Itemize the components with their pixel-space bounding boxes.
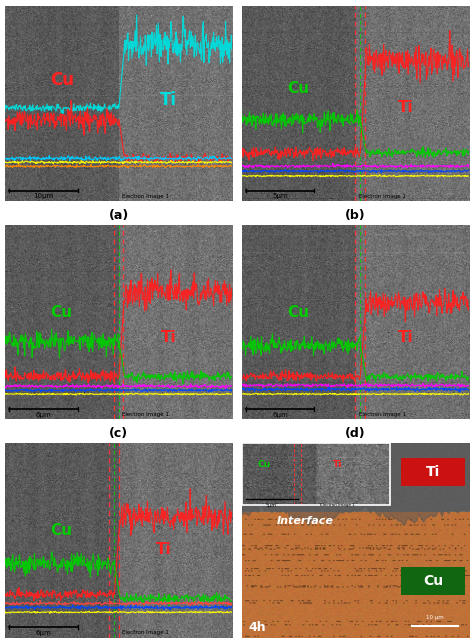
Text: 10μm: 10μm	[33, 193, 54, 200]
Text: Cu: Cu	[258, 460, 271, 469]
Text: (b): (b)	[345, 209, 366, 222]
Text: Electron Image 1: Electron Image 1	[320, 503, 355, 507]
Text: Electron Image 1: Electron Image 1	[122, 412, 169, 417]
Text: Cu: Cu	[423, 574, 443, 588]
Text: 5μm: 5μm	[273, 193, 288, 200]
Text: Ti: Ti	[161, 330, 176, 345]
Text: Cu: Cu	[51, 523, 73, 538]
Text: (d): (d)	[345, 427, 366, 440]
Text: Ti: Ti	[156, 542, 172, 558]
Text: Electron Image 1: Electron Image 1	[122, 194, 169, 199]
Text: 6μm: 6μm	[36, 412, 51, 417]
Text: Cu: Cu	[51, 305, 73, 320]
Text: 6μm: 6μm	[36, 630, 51, 636]
Text: 4h: 4h	[249, 621, 266, 634]
Text: (c): (c)	[109, 427, 128, 440]
Text: Ti: Ti	[160, 91, 177, 109]
Text: Ti: Ti	[398, 100, 413, 115]
FancyBboxPatch shape	[401, 567, 465, 594]
Text: 5μm: 5μm	[265, 503, 277, 508]
Bar	[242, 184, 469, 201]
Text: Electron Image 1: Electron Image 1	[359, 412, 406, 417]
Text: Ti: Ti	[426, 465, 440, 479]
Bar	[242, 402, 469, 419]
Text: 6μm: 6μm	[273, 412, 288, 417]
Text: Electron Image 1: Electron Image 1	[122, 630, 169, 635]
Bar	[5, 402, 232, 419]
Text: Cu: Cu	[287, 305, 310, 320]
Text: Electron Image 1: Electron Image 1	[359, 194, 406, 199]
Bar	[242, 443, 390, 505]
Text: Ti: Ti	[398, 330, 413, 345]
Text: Interface: Interface	[277, 516, 334, 526]
Bar	[5, 620, 232, 638]
Bar	[5, 184, 232, 201]
Text: (a): (a)	[109, 209, 129, 222]
Text: Cu: Cu	[287, 80, 310, 96]
FancyBboxPatch shape	[401, 459, 465, 486]
Text: 10 μm: 10 μm	[426, 615, 444, 620]
Text: Cu: Cu	[50, 71, 73, 90]
Text: Ti: Ti	[332, 460, 342, 469]
